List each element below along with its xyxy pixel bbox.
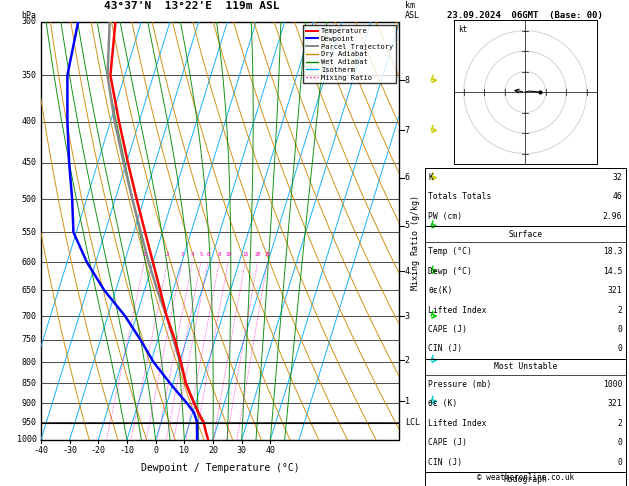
Text: 0: 0 [617,438,622,447]
Text: 2: 2 [166,253,169,258]
Text: 7: 7 [405,126,409,135]
Text: 1000: 1000 [603,380,622,389]
Text: 2: 2 [617,306,622,314]
Text: 23.09.2024  06GMT  (Base: 00): 23.09.2024 06GMT (Base: 00) [447,11,603,20]
Text: 800: 800 [21,358,36,367]
Text: K: K [428,173,433,182]
Text: 1000: 1000 [16,435,36,444]
Text: Dewp (°C): Dewp (°C) [428,267,472,276]
Text: 400: 400 [21,117,36,126]
Text: kt: kt [458,25,467,34]
Text: 4: 4 [191,253,194,258]
Text: 25: 25 [264,253,270,258]
Text: θε (K): θε (K) [428,399,458,408]
Text: 550: 550 [21,228,36,237]
Text: CAPE (J): CAPE (J) [428,325,467,334]
Text: Mixing Ratio (g/kg): Mixing Ratio (g/kg) [411,195,420,291]
Text: 10: 10 [225,253,231,258]
Text: © weatheronline.co.uk: © weatheronline.co.uk [477,473,574,482]
Text: CIN (J): CIN (J) [428,345,462,353]
Text: 2: 2 [617,419,622,428]
Text: 20: 20 [208,446,218,455]
Text: 0: 0 [153,446,158,455]
Text: 1: 1 [143,253,146,258]
Text: 750: 750 [21,335,36,345]
Text: Surface: Surface [508,229,542,239]
Text: 3: 3 [405,312,409,320]
Text: 46: 46 [612,192,622,201]
Text: 321: 321 [608,286,622,295]
Text: 850: 850 [21,379,36,388]
Text: 15: 15 [242,253,248,258]
Text: -20: -20 [91,446,106,455]
Text: 8: 8 [405,76,409,85]
Text: km
ASL: km ASL [405,1,420,20]
Text: CAPE (J): CAPE (J) [428,438,467,447]
Text: 0: 0 [617,325,622,334]
Text: 32: 32 [612,173,622,182]
Text: 4: 4 [405,266,409,276]
Text: hPa: hPa [21,11,36,20]
Legend: Temperature, Dewpoint, Parcel Trajectory, Dry Adiabat, Wet Adiabat, Isotherm, Mi: Temperature, Dewpoint, Parcel Trajectory… [303,25,396,83]
Text: 3: 3 [181,253,184,258]
Text: 20: 20 [254,253,261,258]
Text: 300: 300 [21,17,36,26]
Text: 5: 5 [199,253,203,258]
Text: 30: 30 [237,446,247,455]
Text: -10: -10 [120,446,135,455]
Text: 2: 2 [405,356,409,364]
Text: 6: 6 [206,253,209,258]
Text: 350: 350 [21,71,36,80]
Text: 650: 650 [21,286,36,295]
Text: 14.5: 14.5 [603,267,622,276]
Text: 0: 0 [617,458,622,467]
Text: 450: 450 [21,158,36,167]
Text: Lifted Index: Lifted Index [428,306,487,314]
Text: 18.3: 18.3 [603,247,622,256]
Text: 950: 950 [21,417,36,427]
Text: θε(K): θε(K) [428,286,453,295]
Text: Pressure (mb): Pressure (mb) [428,380,492,389]
Text: 6: 6 [405,173,409,182]
Text: -30: -30 [62,446,77,455]
Text: Totals Totals: Totals Totals [428,192,492,201]
Text: 40: 40 [265,446,276,455]
Text: 0: 0 [617,345,622,353]
Text: 5: 5 [405,222,409,230]
Text: 500: 500 [21,195,36,204]
Text: 600: 600 [21,258,36,267]
Text: 2.96: 2.96 [603,212,622,221]
Text: PW (cm): PW (cm) [428,212,462,221]
Text: Lifted Index: Lifted Index [428,419,487,428]
Text: 10: 10 [179,446,189,455]
Text: Temp (°C): Temp (°C) [428,247,472,256]
Text: Hodograph: Hodograph [503,475,547,485]
Text: Most Unstable: Most Unstable [494,362,557,371]
Text: 43°37'N  13°22'E  119m ASL: 43°37'N 13°22'E 119m ASL [104,1,279,12]
Text: 900: 900 [21,399,36,408]
Text: 1: 1 [405,397,409,406]
Text: LCL: LCL [405,418,420,427]
Text: -40: -40 [33,446,48,455]
Text: Dewpoint / Temperature (°C): Dewpoint / Temperature (°C) [141,463,299,473]
Text: 700: 700 [21,312,36,320]
Text: 321: 321 [608,399,622,408]
Text: CIN (J): CIN (J) [428,458,462,467]
Text: 8: 8 [218,253,221,258]
